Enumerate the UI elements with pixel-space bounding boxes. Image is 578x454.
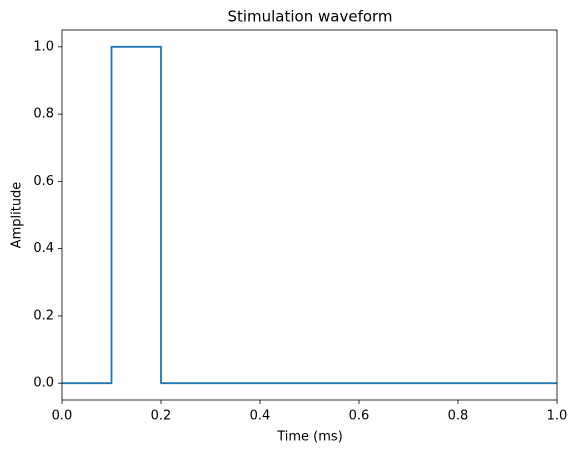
y-tick-label: 0.8 <box>33 107 54 122</box>
y-tick-label: 1.0 <box>33 39 54 54</box>
y-axis-label: Amplitude <box>10 182 25 249</box>
x-tick-label: 0.8 <box>448 409 469 424</box>
x-tick-label: 0.4 <box>250 409 271 424</box>
y-tick-label: 0.4 <box>33 241 54 256</box>
x-tick-label: 0.0 <box>52 409 73 424</box>
y-tick-label: 0.6 <box>33 174 54 189</box>
plot-frame <box>61 29 558 401</box>
line <box>62 45 557 385</box>
y-tick-label: 0.2 <box>33 308 54 323</box>
x-tick-label: 0.6 <box>349 409 370 424</box>
y-tick-label: 0.0 <box>33 376 54 391</box>
x-tick-label: 0.2 <box>151 409 172 424</box>
x-axis-label: Time (ms) <box>276 430 343 445</box>
chart-title: Stimulation waveform <box>227 8 392 26</box>
x-tick-label: 1.0 <box>547 409 568 424</box>
